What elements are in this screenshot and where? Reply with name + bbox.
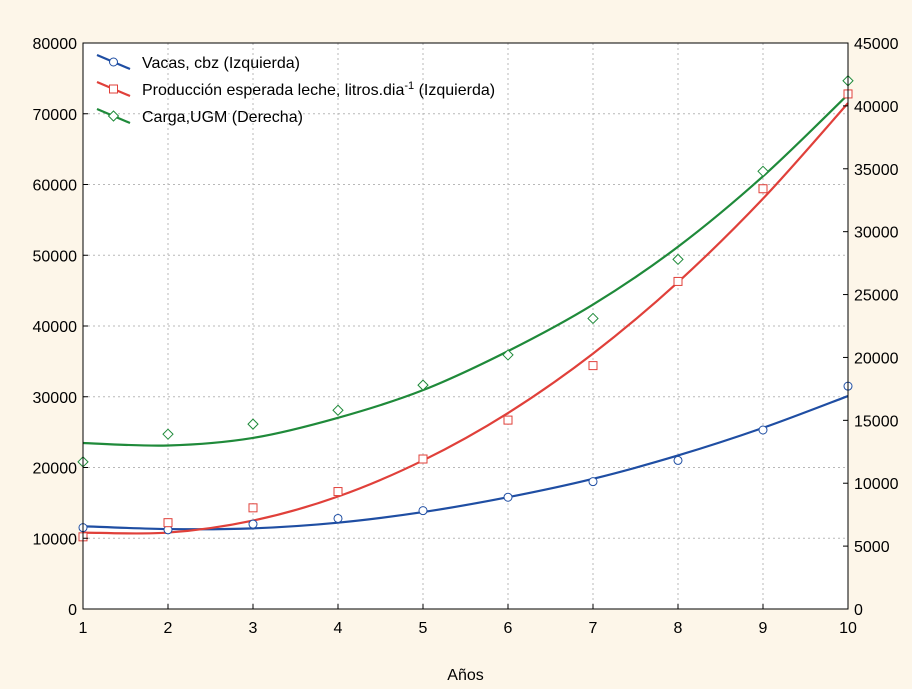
series-2-point — [418, 454, 428, 464]
series-2-point — [673, 276, 683, 286]
series-1-point — [673, 455, 683, 465]
x-tick-label: 7 — [589, 620, 598, 637]
right-tick-label: 35000 — [854, 162, 899, 179]
right-tick-label: 10000 — [854, 476, 899, 493]
right-tick-label: 30000 — [854, 225, 899, 242]
series-3-point — [162, 428, 174, 440]
fit-curves — [82, 93, 849, 535]
x-tick-label: 2 — [164, 620, 173, 637]
legend: Vacas, cbz (Izquierda) Producción esperad… — [96, 53, 495, 126]
x-tick-label: 5 — [419, 620, 428, 637]
left-tick-label: 10000 — [33, 531, 78, 548]
left-tick-label: 50000 — [33, 248, 78, 265]
plot-area — [83, 43, 848, 609]
series-3-point — [587, 312, 599, 325]
x-tick-label: 9 — [759, 620, 768, 637]
x-tick-label: 8 — [674, 620, 683, 637]
right-tick-label: 25000 — [854, 288, 899, 305]
right-tick-label: 40000 — [854, 99, 899, 116]
legend-label-series-3: Carga,UGM (Derecha) — [142, 109, 303, 126]
x-tick-label: 4 — [334, 620, 343, 637]
x-axis: 1 2 3 4 5 6 7 8 9 10 — [79, 604, 857, 637]
series-1-point — [248, 519, 258, 529]
x-tick-label: 1 — [79, 620, 88, 637]
series-3-point — [672, 253, 684, 266]
series-3-point — [247, 418, 259, 430]
series-2-point — [163, 518, 173, 528]
right-tick-label: 5000 — [854, 539, 890, 556]
right-tick-label: 20000 — [854, 350, 899, 367]
series-2-point — [588, 361, 598, 371]
series-2-fit-line — [82, 102, 849, 535]
left-tick-label: 40000 — [33, 319, 78, 336]
right-tick-label: 45000 — [854, 36, 899, 53]
series-3-fit-line — [82, 93, 849, 447]
x-tick-label: 3 — [249, 620, 258, 637]
legend-suffix: (Izquierda) — [414, 82, 495, 99]
x-tick-label: 6 — [504, 620, 513, 637]
x-axis-title: Años — [447, 667, 483, 684]
legend-label-series-2: Producción esperada leche, litros.dia-1 … — [142, 80, 495, 99]
left-tick-label: 0 — [68, 602, 77, 619]
right-tick-label: 0 — [854, 602, 863, 619]
legend-superscript: -1 — [404, 80, 414, 92]
series-2-point — [333, 487, 343, 497]
series-1-point — [333, 513, 343, 523]
right-tick-label: 15000 — [854, 413, 899, 430]
legend-marker-series-1 — [109, 57, 118, 67]
series-3-point — [332, 404, 344, 416]
legend-label-series-1: Vacas, cbz (Izquierda) — [142, 55, 300, 72]
series-1-fit-line — [82, 395, 849, 531]
series-2-point — [758, 184, 768, 194]
legend-marker-series-2 — [109, 84, 118, 94]
left-tick-label: 20000 — [33, 461, 78, 478]
series-2-point — [248, 503, 258, 513]
series-3-point — [417, 379, 429, 391]
left-tick-label: 80000 — [33, 36, 78, 53]
series-1-point — [418, 506, 428, 516]
left-tick-label: 30000 — [33, 390, 78, 407]
series-1-point — [588, 477, 598, 487]
series-2-point — [503, 415, 513, 425]
series-3-point — [757, 165, 769, 178]
left-tick-label: 70000 — [33, 107, 78, 124]
series-1-point — [758, 425, 768, 435]
legend-marker-series-3 — [107, 110, 120, 122]
series-1-point — [503, 492, 513, 502]
right-axis: 0 5000 10000 15000 20000 25000 30000 35000 40000… — [843, 36, 899, 619]
series-3-point — [502, 349, 514, 361]
left-tick-label: 60000 — [33, 178, 78, 195]
x-tick-label: 10 — [839, 620, 857, 637]
left-axis: 0 10000 20000 30000 40000 50000 60000 70000 8000… — [33, 36, 88, 619]
